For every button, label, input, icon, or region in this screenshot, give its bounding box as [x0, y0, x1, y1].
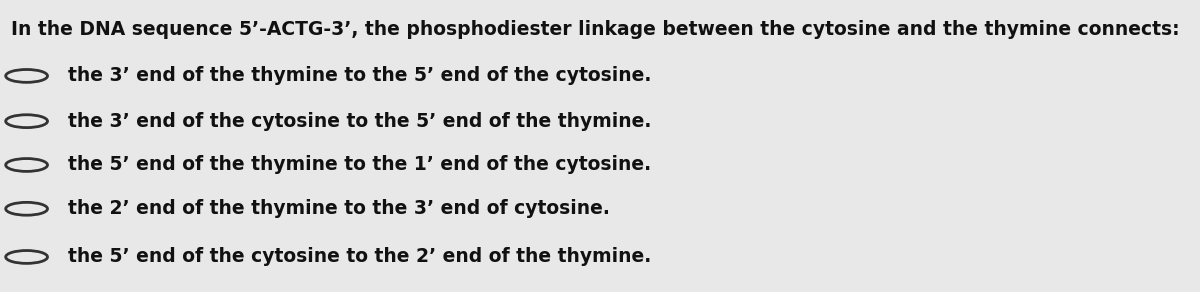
Text: the 3’ end of the cytosine to the 5’ end of the thymine.: the 3’ end of the cytosine to the 5’ end…	[68, 112, 652, 131]
Text: the 5’ end of the thymine to the 1’ end of the cytosine.: the 5’ end of the thymine to the 1’ end …	[68, 155, 652, 175]
Text: the 3’ end of the thymine to the 5’ end of the cytosine.: the 3’ end of the thymine to the 5’ end …	[68, 66, 652, 86]
Text: In the DNA sequence 5’-ACTG-3’, the phosphodiester linkage between the cytosine : In the DNA sequence 5’-ACTG-3’, the phos…	[12, 20, 1180, 39]
Text: the 5’ end of the cytosine to the 2’ end of the thymine.: the 5’ end of the cytosine to the 2’ end…	[68, 247, 652, 267]
Text: the 2’ end of the thymine to the 3’ end of cytosine.: the 2’ end of the thymine to the 3’ end …	[68, 199, 611, 218]
